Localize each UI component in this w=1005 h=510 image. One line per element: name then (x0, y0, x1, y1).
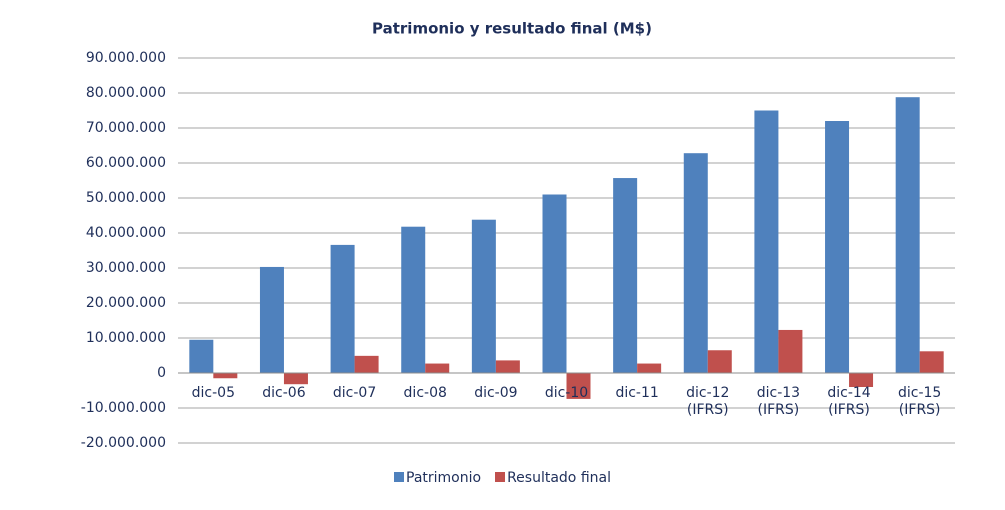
x-tick-label: dic-14 (IFRS) (827, 385, 871, 418)
bar (895, 97, 920, 373)
bar (566, 373, 591, 399)
bar (401, 226, 426, 373)
y-tick-label: 70.000.000 (86, 120, 166, 136)
y-tick-label: 0 (157, 365, 166, 381)
legend-label: Patrimonio (406, 470, 482, 486)
legend-label: Resultado final (507, 470, 611, 486)
bar (471, 219, 496, 373)
y-tick-label: -10.000.000 (81, 400, 166, 416)
x-tick-label: dic-11 (615, 385, 659, 401)
legend-swatch (394, 472, 405, 482)
y-tick-label: 50.000.000 (86, 190, 166, 206)
bar (613, 178, 638, 373)
bar (259, 266, 284, 373)
bar (354, 355, 379, 373)
x-tick-label: dic-15 (IFRS) (898, 385, 942, 418)
x-tick-label: dic-07 (332, 385, 377, 401)
y-tick-label: 40.000.000 (86, 225, 166, 241)
bar (213, 373, 238, 379)
x-tick-label: dic-12 (IFRS) (686, 385, 730, 418)
bar (825, 121, 850, 373)
bar (849, 373, 874, 387)
legend: Patrimonio Resultado final (0, 470, 1005, 486)
bar (425, 363, 450, 373)
x-tick-label: dic-06 (262, 385, 306, 401)
y-tick-label: 10.000.000 (86, 330, 166, 346)
bar (778, 329, 803, 373)
y-tick-label: 60.000.000 (86, 155, 166, 171)
bar (189, 339, 214, 373)
bar (754, 110, 779, 373)
bar (683, 153, 708, 373)
y-tick-label: 20.000.000 (86, 295, 166, 311)
bar (542, 194, 567, 373)
legend-item: Patrimonio (394, 470, 481, 486)
x-tick-label: dic-09 (474, 385, 518, 401)
bar (283, 373, 308, 385)
legend-item: Resultado final (495, 470, 611, 486)
y-tick-label: 80.000.000 (86, 85, 166, 101)
bar (637, 363, 662, 373)
chart-title: Patrimonio y resultado final (M$) (372, 20, 652, 38)
bar (707, 350, 732, 373)
bar (495, 360, 520, 373)
x-tick-label: dic-05 (191, 385, 235, 401)
x-tick-label: dic-13 (IFRS) (756, 385, 801, 418)
x-tick-label: dic-08 (403, 385, 447, 401)
bar (330, 244, 355, 373)
y-tick-label: 90.000.000 (86, 50, 166, 66)
bar (919, 351, 944, 373)
x-tick-label: dic-10 (544, 385, 589, 401)
legend-swatch (495, 472, 506, 482)
y-tick-label: 30.000.000 (86, 260, 166, 276)
y-tick-label: -20.000.000 (81, 435, 166, 451)
